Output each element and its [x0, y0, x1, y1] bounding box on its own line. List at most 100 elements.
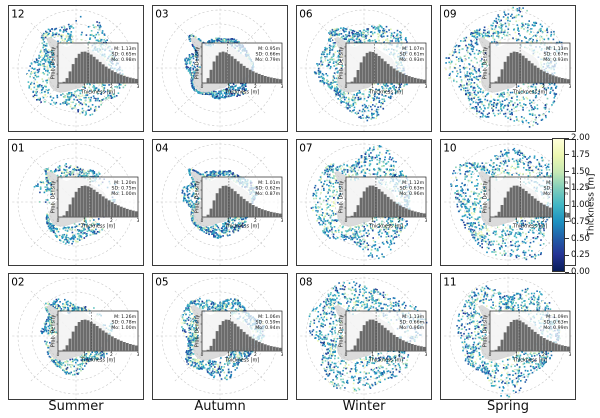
colorbar-tick-label: 0.50: [571, 233, 590, 244]
inset-x-tick-label: 2: [398, 218, 401, 224]
inset-x-ticks: [200, 46, 283, 85]
panel-month-label: 03: [155, 9, 168, 21]
inset-stat-mean: M: 1.13m: [114, 46, 137, 52]
inset-x-axis-label: Thickness [m]: [368, 90, 403, 96]
inset-stat-mean: M: 1.13m: [402, 314, 425, 320]
inset-stat-mode: Mo: 0.79m: [255, 57, 280, 63]
histogram-bars: [350, 185, 426, 217]
colorbar-tick-mark: [565, 254, 569, 256]
sea-ice-field: [40, 298, 114, 376]
inset-x-tick-label: 2: [398, 352, 401, 358]
colorbar-tick-mark: [565, 271, 569, 273]
inset-y-axis-label: Prob. Density: [339, 315, 345, 348]
panel-month-label: 11: [443, 277, 456, 289]
colorbar-tick-label: 1.00: [571, 200, 590, 210]
histogram-bars: [206, 319, 282, 351]
season-label-autumn: Autumn: [194, 399, 246, 414]
colorbar-tick-mark: [565, 137, 569, 139]
inset-x-axis-label: Thickness [m]: [224, 224, 259, 230]
histogram-bars: [62, 185, 138, 217]
inset-x-axis-label: Thickness [m]: [512, 90, 547, 96]
inset-x-tick-label: 0: [345, 352, 348, 358]
inset-stat-mean: M: 1.20m: [114, 180, 137, 186]
month-label-bg: [9, 140, 28, 155]
inset-x-tick-label: 0: [201, 352, 204, 358]
inset-stat-mode: Mo: 1.00m: [111, 325, 136, 331]
inset-x-tick-label: 3: [569, 84, 572, 90]
inset-x-ticks: [56, 180, 139, 219]
inset-x-ticks: [200, 314, 283, 353]
colorbar-tick-label: 1.75: [571, 149, 590, 160]
inset-x-tick-label: 1: [371, 218, 374, 224]
colorbar-tick-label: 1.50: [571, 166, 590, 177]
month-label-bg: [441, 274, 460, 289]
inset-stat-sd: SD: 0.66m: [256, 52, 281, 58]
sea-ice-field: [33, 163, 119, 245]
panel-cell-07: M: 1.12m SD: 0.63m Mo: 0.96m 0 1 2 3 Thickness …: [296, 139, 432, 266]
month-label-bg: [297, 6, 316, 21]
month-label-bg: [9, 274, 28, 289]
inset-x-tick-label: 0: [201, 84, 204, 90]
panel-cell-01: M: 1.20m SD: 0.75m Mo: 1.00m 0 1 2 3 Thickness …: [8, 139, 144, 266]
inset-x-tick-label: 1: [227, 84, 230, 90]
inset-x-tick-label: 0: [345, 218, 348, 224]
inset-x-ticks: [56, 46, 139, 85]
inset-x-axis-label: Thickness [m]: [80, 224, 115, 230]
panel-month-label: 09: [443, 9, 456, 21]
histogram-bars: [350, 319, 426, 351]
inset-x-tick-label: 3: [137, 352, 140, 358]
inset-stat-mode: Mo: 0.96m: [399, 191, 424, 197]
inset-stat-mean: M: 0.95m: [258, 46, 281, 52]
inset-x-ticks: [344, 314, 427, 353]
inset-x-tick-label: 1: [227, 352, 230, 358]
inset-y-axis-label: Prob. Density: [339, 47, 345, 80]
inset-x-axis-label: Thickness [m]: [80, 90, 115, 96]
season-label-summer: Summer: [48, 399, 104, 414]
inset-x-tick-label: 2: [254, 84, 257, 90]
inset-x-tick-label: 1: [515, 352, 518, 358]
inset-x-tick-label: 2: [254, 218, 257, 224]
colorbar-tick-label: 2.00: [571, 133, 590, 143]
colorbar-tick-label: 0.00: [571, 267, 590, 277]
inset-stat-mode: Mo: 0.87m: [255, 191, 280, 197]
month-label-bg: [9, 6, 28, 21]
panel-cell-04: M: 1.01m SD: 0.62m Mo: 0.87m 0 1 2 3 Thickness …: [152, 139, 288, 266]
panel-cell-05: M: 1.06m SD: 0.59m Mo: 0.94m 0 1 2 3 Thickness …: [152, 273, 288, 400]
inset-x-tick-label: 1: [83, 218, 86, 224]
inset-stat-mean: M: 1.01m: [258, 180, 281, 186]
inset-x-tick-label: 3: [425, 218, 428, 224]
month-label-bg: [153, 140, 172, 155]
season-label-winter: Winter: [342, 399, 386, 414]
inset-x-ticks: [488, 314, 571, 353]
inset-y-axis-label: Prob. Density: [339, 181, 345, 214]
inset-x-tick-label: 0: [489, 218, 492, 224]
colorbar-tick-label: 0.75: [571, 216, 590, 227]
inset-x-tick-label: 3: [569, 352, 572, 358]
inset-x-ticks: [200, 180, 283, 219]
inset-x-tick-label: 3: [425, 352, 428, 358]
inset-stat-sd: SD: 0.63m: [400, 186, 425, 192]
inset-stat-sd: SD: 0.59m: [256, 320, 281, 326]
colorbar-axis-label: Thickness [m]: [584, 138, 600, 272]
histogram-bars: [206, 185, 282, 217]
inset-x-axis-label: Thickness [m]: [512, 358, 547, 364]
panel-cell-06: M: 1.07m SD: 0.61m Mo: 0.93m 0 1 2 3 Thickness …: [296, 5, 432, 132]
inset-x-axis-label: Thickness [m]: [224, 90, 259, 96]
inset-x-ticks: [344, 46, 427, 85]
month-label-bg: [297, 140, 316, 155]
panel-month-label: 07: [299, 143, 312, 155]
inset-stat-mode: Mo: 0.96m: [399, 325, 424, 331]
inset-x-axis-label: Thickness [m]: [80, 358, 115, 364]
inset-x-tick-label: 2: [110, 352, 113, 358]
inset-stat-mean: M: 1.12m: [402, 180, 425, 186]
inset-x-tick-label: 1: [83, 84, 86, 90]
